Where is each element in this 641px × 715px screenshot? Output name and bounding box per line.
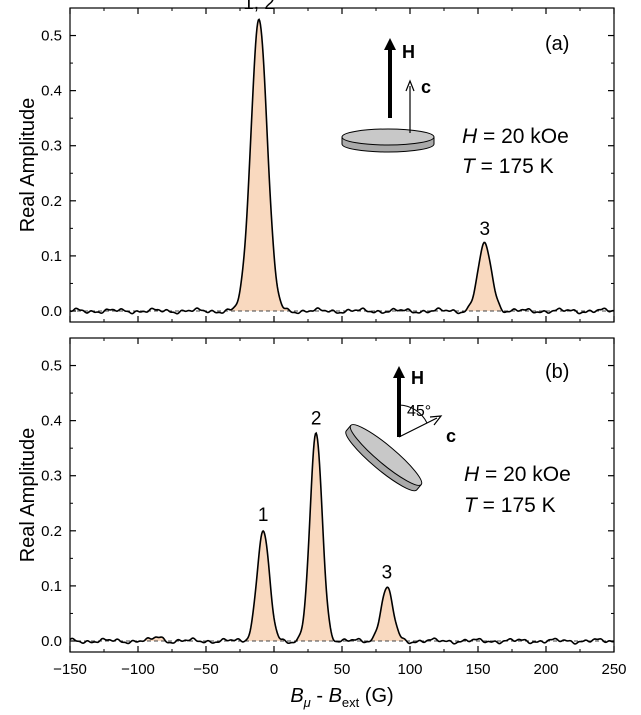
peak-fill	[364, 587, 409, 641]
x-tick-label: −100	[121, 661, 155, 678]
y-tick-label: 0.0	[41, 303, 62, 320]
disk-top-b	[349, 424, 423, 486]
x-tick-label: 200	[533, 661, 558, 678]
peak-fills-a	[229, 19, 510, 311]
condition-field-a: H = 20 kOe	[462, 125, 569, 148]
x-tick-label: 150	[465, 661, 490, 678]
peak-fill	[241, 531, 286, 641]
x-axis-title: Bμ - Bext (G)	[290, 685, 393, 710]
x-tick-label: 100	[397, 661, 422, 678]
field-label-b: H	[411, 368, 424, 388]
y-tick-label: 0.5	[41, 28, 62, 45]
peak-label: 2	[311, 408, 322, 429]
condition-field-b: H = 20 kOe	[464, 463, 571, 486]
x-tick-label: 0	[270, 661, 278, 678]
y-tick-label: 0.1	[41, 578, 62, 595]
y-tick-label: 0.2	[41, 193, 62, 210]
inset-geometry-b: H 45° c	[345, 366, 456, 492]
disk-top-a	[341, 128, 435, 146]
x-ticks-a	[69, 8, 615, 322]
y-ticks-a: 0.0 0.1 0.2 0.3 0.4 0.5	[41, 28, 614, 320]
c-axis-label-a: c	[421, 77, 431, 97]
peak-labels-b: 1 2 3	[258, 408, 392, 583]
y-tick-label: 0.3	[41, 138, 62, 155]
y-tick-label: 0.0	[41, 633, 62, 650]
condition-temp-a: T = 175 K	[462, 155, 554, 178]
x-tick-label: −50	[193, 661, 218, 678]
panel-label-b: (b)	[545, 361, 569, 383]
spectrum-line-a	[69, 18, 615, 315]
peak-label: 3	[480, 219, 491, 240]
angle-label-b: 45°	[407, 403, 431, 420]
c-axis-arrowhead-a	[405, 79, 415, 92]
peak-label: 1, 2	[243, 0, 275, 14]
y-tick-label: 0.3	[41, 468, 62, 485]
y-tick-label: 0.4	[41, 413, 62, 430]
y-ticks-b: 0.0 0.1 0.2 0.3 0.4 0.5	[41, 358, 614, 650]
peak-fills-b	[143, 433, 409, 641]
y-tick-label: 0.4	[41, 83, 62, 100]
x-tick-label: 50	[334, 661, 351, 678]
x-tick-label: 250	[601, 661, 626, 678]
inset-geometry-a: H c	[341, 38, 435, 153]
y-axis-title-b: Real Amplitude	[17, 428, 39, 563]
peak-label: 3	[382, 563, 393, 584]
panel-label-a: (a)	[545, 33, 569, 55]
y-tick-label: 0.2	[41, 523, 62, 540]
c-axis-arrow-b	[398, 417, 438, 438]
c-axis-arrowhead-b	[429, 415, 443, 426]
peak-fill	[229, 19, 289, 311]
field-arrowhead-b	[393, 366, 405, 378]
field-label-a: H	[402, 42, 415, 62]
x-tick-label: −150	[53, 661, 87, 678]
peak-fill	[460, 242, 510, 311]
x-ticks-b: −150 −100 −50 0 50 100 150 200 250	[53, 338, 627, 678]
panel-a: 0.0 0.1 0.2 0.3 0.4 0.5 1, 2 3 (a) Real Amplit…	[17, 0, 615, 323]
panel-b: −150 −100 −50 0 50 100 150 200 250 0.00.10.20.30…	[17, 337, 627, 678]
peak-labels-a: 1, 2 3	[243, 0, 490, 240]
field-arrowhead-a	[384, 38, 396, 50]
peak-fill	[294, 433, 339, 641]
peak-fill	[143, 637, 174, 641]
condition-temp-b: T = 175 K	[464, 494, 556, 517]
peak-label: 1	[258, 505, 269, 526]
y-tick-label: 0.1	[41, 248, 62, 265]
angle-arc-b	[398, 404, 428, 424]
y-axis-title-a: Real Amplitude	[17, 98, 39, 233]
spectrum-line-b	[69, 431, 615, 645]
c-axis-label-b: c	[446, 426, 456, 446]
y-tick-label: 0.5	[41, 358, 62, 375]
